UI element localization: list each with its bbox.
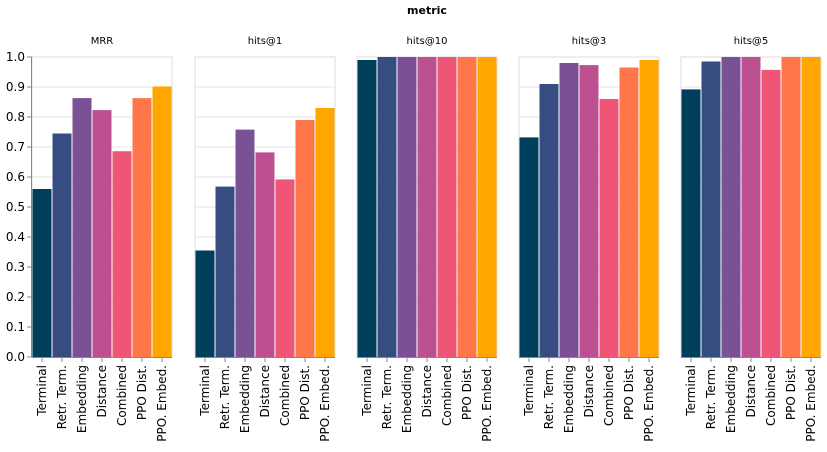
bar <box>477 57 497 357</box>
y-tick-label: 0.3 <box>6 260 25 274</box>
bar <box>295 120 315 357</box>
x-tick-label: PPO. Embed. <box>318 365 332 442</box>
bar <box>275 179 295 357</box>
x-tick-label: Embedding <box>238 365 252 433</box>
y-tick-label: 0.4 <box>6 230 25 244</box>
bar <box>559 63 579 357</box>
bar <box>741 57 761 357</box>
bar <box>539 84 559 357</box>
x-tick-label: Distance <box>258 365 272 417</box>
chart-title: metric <box>407 4 447 17</box>
bar <box>152 86 172 358</box>
x-tick-label: Retr. Term. <box>218 365 232 429</box>
x-tick-label: Terminal <box>35 365 49 417</box>
x-tick-label: PPO Dist. <box>460 365 474 420</box>
x-tick-label: PPO Dist. <box>622 365 636 420</box>
bar <box>579 65 599 357</box>
y-tick-label: 0.8 <box>6 110 25 124</box>
facet-1: hits@1 Terminal Retr. Term. Embedding Distan… <box>194 36 336 442</box>
x-tick-label: Terminal <box>684 365 698 417</box>
bar <box>599 99 619 357</box>
bar <box>701 61 721 357</box>
facet-title: MRR <box>91 36 114 47</box>
bar <box>397 57 417 357</box>
x-tick-label: Retr. Term. <box>55 365 69 429</box>
facet-2: hits@10 Terminal Retr. Term. Embedding Dista… <box>356 36 498 442</box>
bar <box>315 108 335 357</box>
facet-title: hits@10 <box>407 36 448 47</box>
y-tick-label: 0.6 <box>6 170 25 184</box>
y-tick-label: 0.1 <box>6 320 25 334</box>
x-tick-label: Embedding <box>400 365 414 433</box>
bar <box>72 98 92 357</box>
bar <box>639 60 659 357</box>
x-tick-label: Distance <box>95 365 109 417</box>
y-tick-label: 0.2 <box>6 290 25 304</box>
bar <box>761 69 781 358</box>
x-tick-label: Combined <box>278 365 292 426</box>
x-tick-label: Terminal <box>522 365 536 417</box>
x-tick-label: Terminal <box>360 365 374 417</box>
y-tick-label: 0.0 <box>6 350 25 364</box>
y-tick-label: 0.5 <box>6 200 25 214</box>
bar <box>377 57 397 357</box>
x-tick-label: PPO. Embed. <box>155 365 169 442</box>
x-tick-label: Combined <box>440 365 454 426</box>
bar <box>255 152 275 357</box>
bar <box>235 129 255 357</box>
x-tick-label: PPO Dist. <box>135 365 149 420</box>
bar <box>519 137 539 357</box>
bar <box>457 57 477 357</box>
bar <box>215 186 235 357</box>
x-tick-label: Combined <box>764 365 778 426</box>
bar <box>619 67 639 357</box>
x-tick-label: Embedding <box>75 365 89 433</box>
bar <box>681 89 701 358</box>
x-tick-label: Terminal <box>198 365 212 417</box>
bar <box>52 133 72 357</box>
facet-title: hits@5 <box>734 36 769 47</box>
x-tick-label: Retr. Term. <box>380 365 394 429</box>
bar <box>437 57 457 357</box>
facet-4: hits@5 Terminal Retr. Term. Embedding Distan… <box>680 36 822 442</box>
y-tick-label: 1.0 <box>6 50 25 64</box>
facet-0: MRR Terminal Retr. Term. Embedding Distance C… <box>31 36 173 442</box>
bar <box>195 250 215 357</box>
x-tick-label: PPO. Embed. <box>804 365 818 442</box>
x-tick-label: Retr. Term. <box>542 365 556 429</box>
x-tick-label: Distance <box>420 365 434 417</box>
bar <box>801 57 821 357</box>
bar <box>417 57 437 357</box>
x-tick-label: Retr. Term. <box>704 365 718 429</box>
bar <box>132 98 152 357</box>
x-tick-label: Combined <box>115 365 129 426</box>
facet-title: hits@3 <box>572 36 607 47</box>
bar <box>781 57 801 357</box>
facet-title: hits@1 <box>248 36 283 47</box>
y-tick-label: 0.7 <box>6 140 25 154</box>
bar <box>32 189 52 357</box>
bar <box>721 57 741 357</box>
bar <box>112 151 132 357</box>
x-tick-label: Distance <box>744 365 758 417</box>
x-tick-label: Distance <box>582 365 596 417</box>
y-tick-label: 0.9 <box>6 80 25 94</box>
x-tick-label: PPO Dist. <box>298 365 312 420</box>
x-tick-label: PPO Dist. <box>784 365 798 420</box>
facet-3: hits@3 Terminal Retr. Term. Embedding Distan… <box>518 36 660 442</box>
x-tick-label: Embedding <box>724 365 738 433</box>
x-tick-label: Embedding <box>562 365 576 433</box>
bar <box>92 110 112 357</box>
x-tick-label: PPO. Embed. <box>642 365 656 442</box>
x-tick-label: Combined <box>602 365 616 426</box>
x-tick-label: PPO. Embed. <box>480 365 494 442</box>
bar <box>357 60 377 357</box>
y-axis: 0.0 0.1 0.2 0.3 0.4 0.5 0.6 0.7 0.8 0.9 1.0 <box>6 50 32 364</box>
